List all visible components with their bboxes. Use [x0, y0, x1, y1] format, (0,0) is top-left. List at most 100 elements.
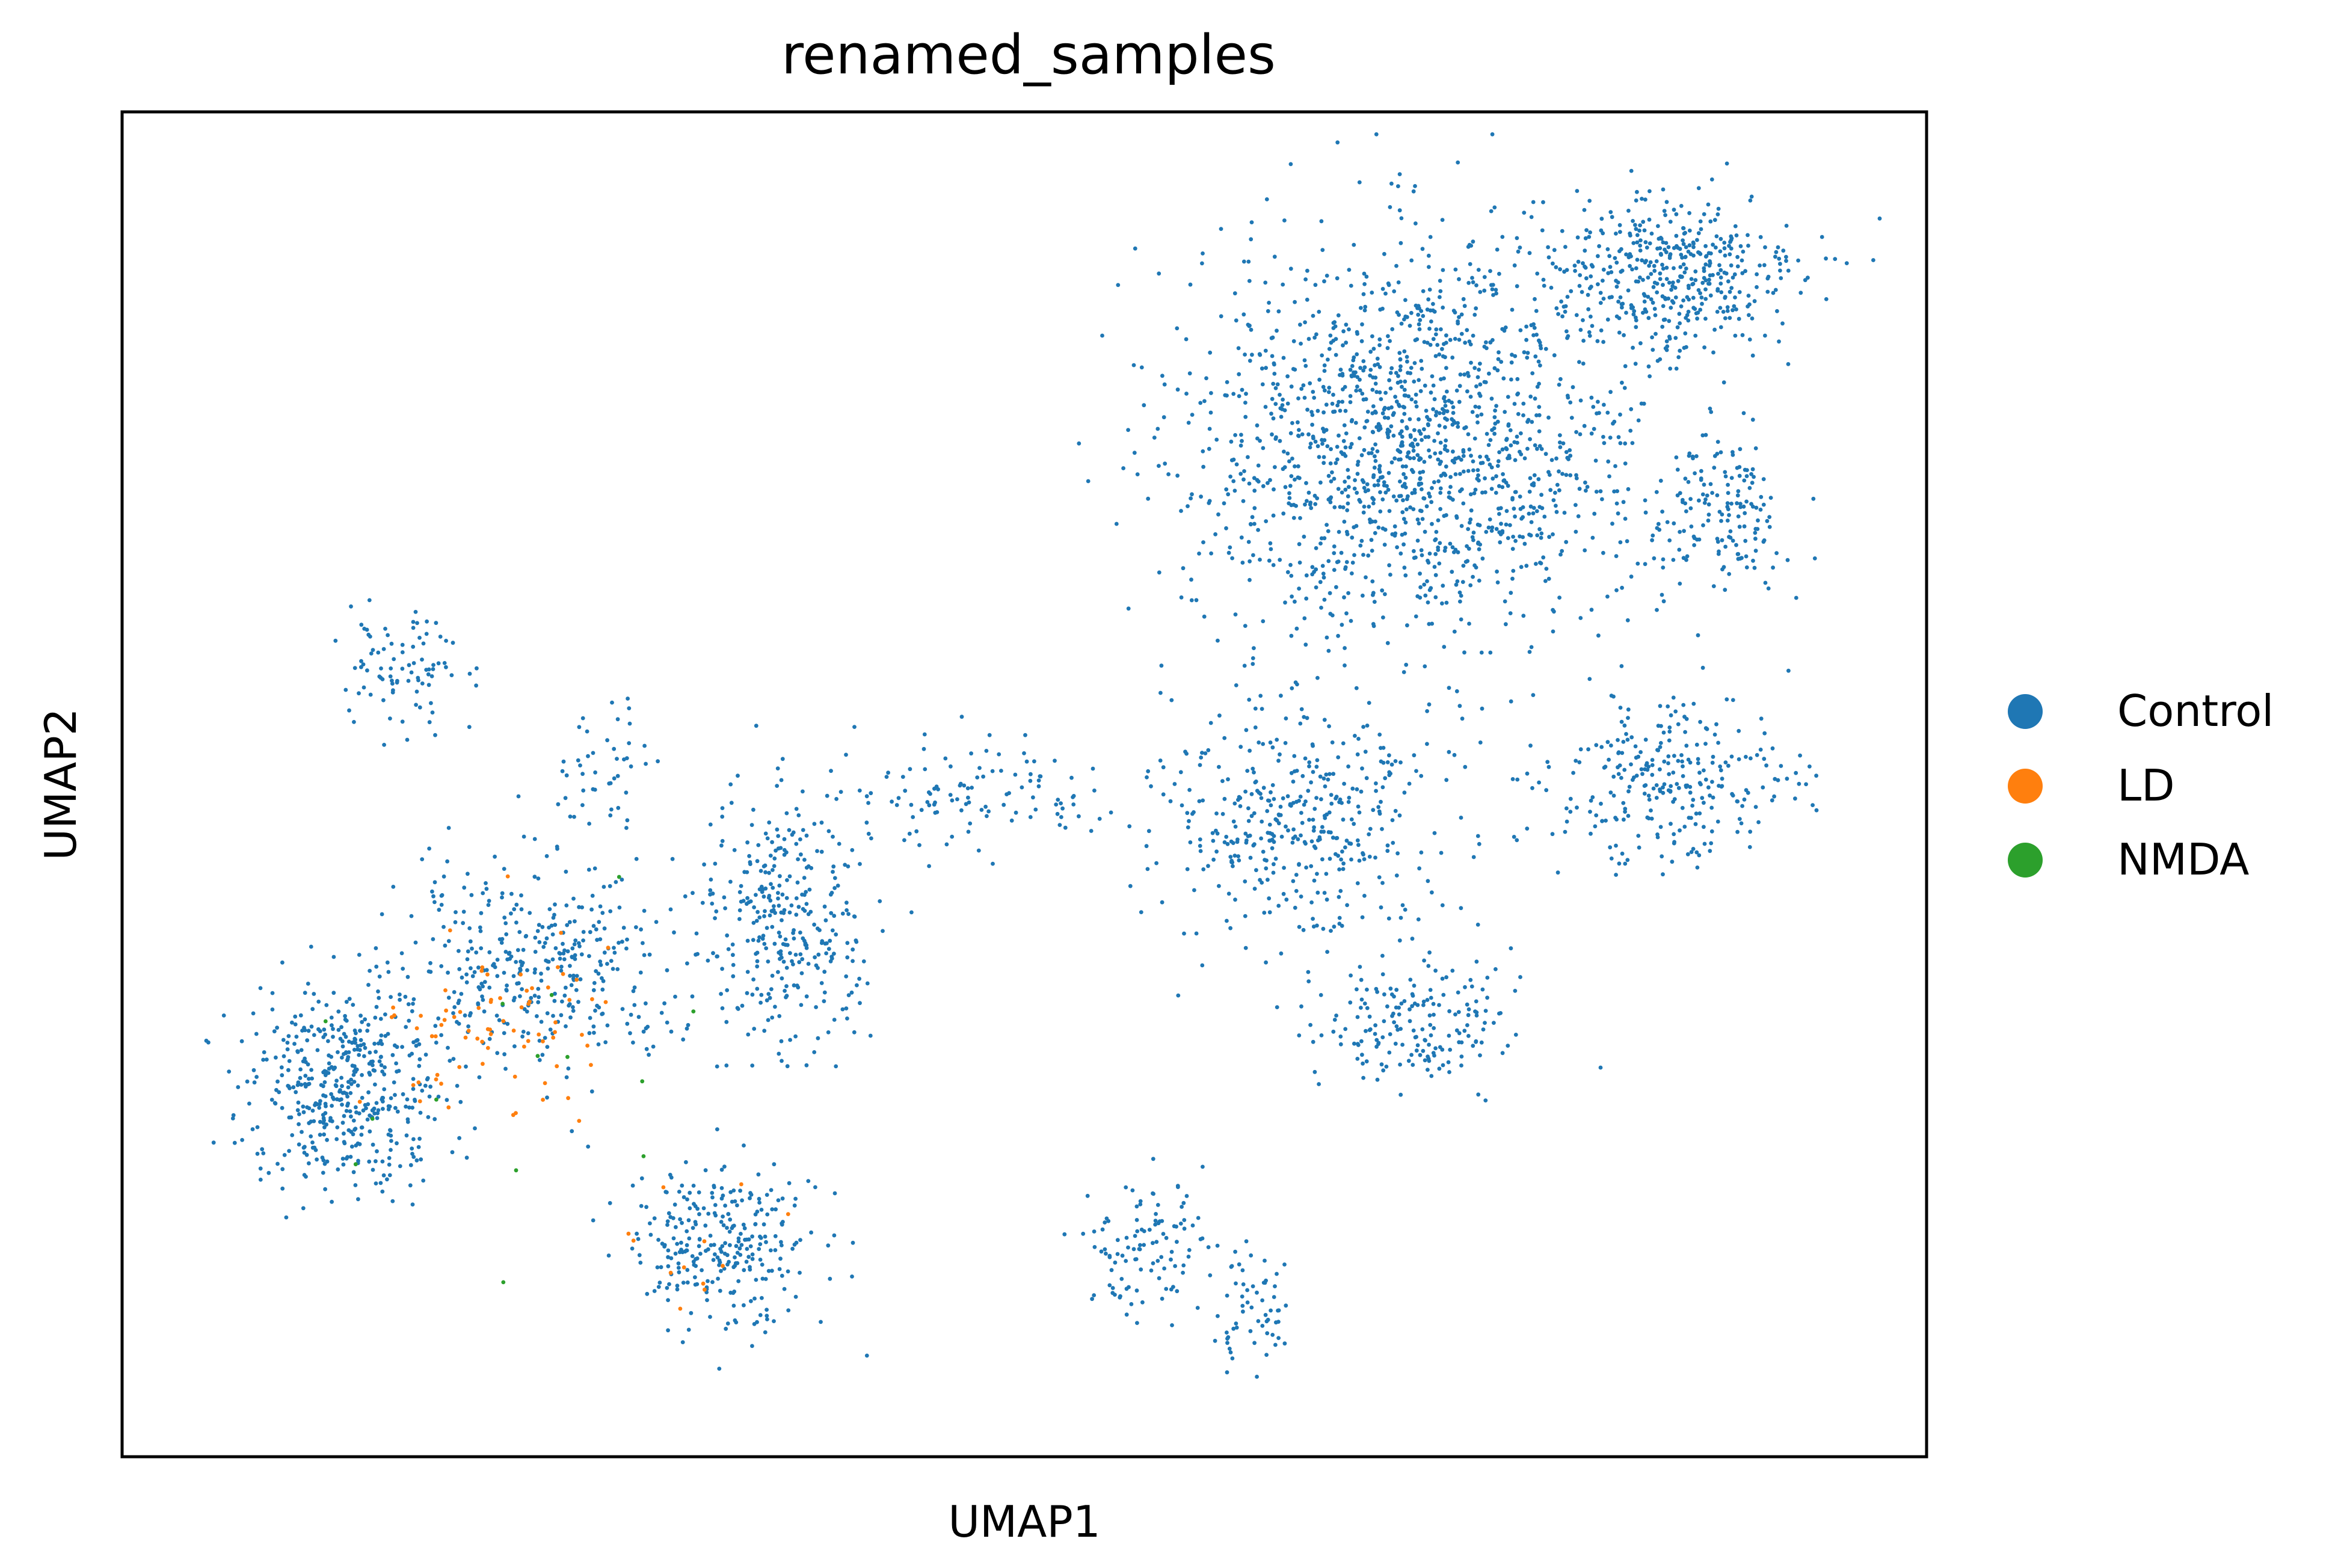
point-control [260, 1147, 265, 1152]
point-control [620, 939, 624, 944]
point-control [656, 759, 660, 764]
point-control [1329, 340, 1334, 345]
point-control [1616, 511, 1620, 516]
point-control [286, 1034, 291, 1038]
point-ld [701, 1281, 706, 1286]
point-control [1497, 350, 1501, 355]
point-control [1636, 418, 1641, 423]
point-control [1546, 415, 1551, 420]
point-control [446, 995, 451, 1000]
point-control [1332, 476, 1337, 481]
point-control [1443, 546, 1448, 550]
point-control [445, 859, 449, 864]
point-control [1456, 990, 1460, 995]
point-control [552, 912, 556, 917]
point-control [1110, 1286, 1115, 1290]
point-control [1618, 441, 1623, 446]
point-control [700, 1268, 704, 1273]
point-control [1495, 247, 1500, 252]
point-ld [577, 1119, 582, 1123]
point-control [794, 896, 799, 900]
point-control [782, 852, 787, 857]
point-control [1413, 184, 1417, 188]
point-control [715, 954, 719, 959]
point-control [1164, 1235, 1169, 1240]
point-control [1294, 889, 1299, 893]
point-control [273, 1101, 278, 1106]
point-control [1325, 950, 1330, 954]
point-control [1318, 774, 1323, 779]
point-control [393, 1105, 398, 1110]
point-control [1596, 633, 1601, 638]
point-control [1661, 187, 1666, 192]
point-control [1403, 314, 1408, 319]
point-nmda [501, 1280, 506, 1285]
point-control [765, 836, 770, 841]
point-control [461, 921, 466, 926]
point-control [1730, 308, 1735, 313]
point-control [1420, 366, 1424, 371]
point-control [374, 1159, 378, 1164]
point-control [556, 802, 561, 807]
point-control [1434, 410, 1439, 414]
point-control [437, 908, 441, 912]
point-control [869, 791, 873, 796]
point-control [401, 967, 405, 971]
point-control [1195, 1306, 1200, 1310]
point-control [1469, 508, 1474, 513]
point-control [466, 949, 470, 954]
point-control [1583, 480, 1587, 485]
point-control [1404, 662, 1409, 667]
point-control [430, 710, 435, 715]
point-control [1601, 340, 1606, 344]
point-control [666, 1211, 671, 1216]
point-control [1001, 802, 1006, 807]
point-control [316, 1000, 321, 1004]
point-control [1373, 530, 1377, 535]
point-control [1687, 211, 1692, 215]
point-control [1779, 764, 1783, 768]
point-control [1373, 459, 1378, 463]
point-control [1668, 789, 1673, 794]
point-control [697, 1244, 701, 1249]
point-control [1370, 291, 1374, 295]
point-control [1128, 884, 1133, 888]
point-control [1457, 399, 1462, 404]
point-control [1522, 541, 1527, 546]
point-control [433, 1024, 438, 1028]
point-control [568, 974, 572, 978]
point-control [675, 1287, 680, 1292]
point-control [1406, 494, 1410, 499]
point-control [1227, 1347, 1232, 1351]
point-control [502, 915, 507, 920]
point-control [406, 1002, 411, 1006]
point-control [1719, 784, 1724, 789]
point-ld [433, 1034, 438, 1039]
point-control [1421, 1048, 1426, 1053]
point-control [1266, 831, 1270, 835]
point-control [547, 907, 552, 911]
point-control [1324, 523, 1329, 527]
point-control [1302, 396, 1307, 400]
point-control [1217, 764, 1221, 769]
point-control [1701, 523, 1705, 527]
point-control [1376, 478, 1381, 483]
point-control [1319, 797, 1323, 802]
point-control [410, 1146, 414, 1151]
point-control [1438, 289, 1443, 294]
point-control [395, 678, 399, 683]
point-control [1677, 312, 1682, 316]
point-control [832, 952, 836, 956]
point-control [261, 1057, 265, 1062]
point-control [713, 1213, 718, 1218]
point-control [1844, 261, 1849, 265]
point-control [1708, 259, 1712, 263]
point-control [695, 952, 700, 956]
point-control [1669, 713, 1673, 718]
point-control [708, 822, 713, 827]
point-control [1194, 598, 1199, 603]
point-control [1568, 810, 1573, 814]
point-control [1606, 459, 1611, 464]
point-control [1528, 533, 1533, 538]
point-control [594, 927, 598, 932]
